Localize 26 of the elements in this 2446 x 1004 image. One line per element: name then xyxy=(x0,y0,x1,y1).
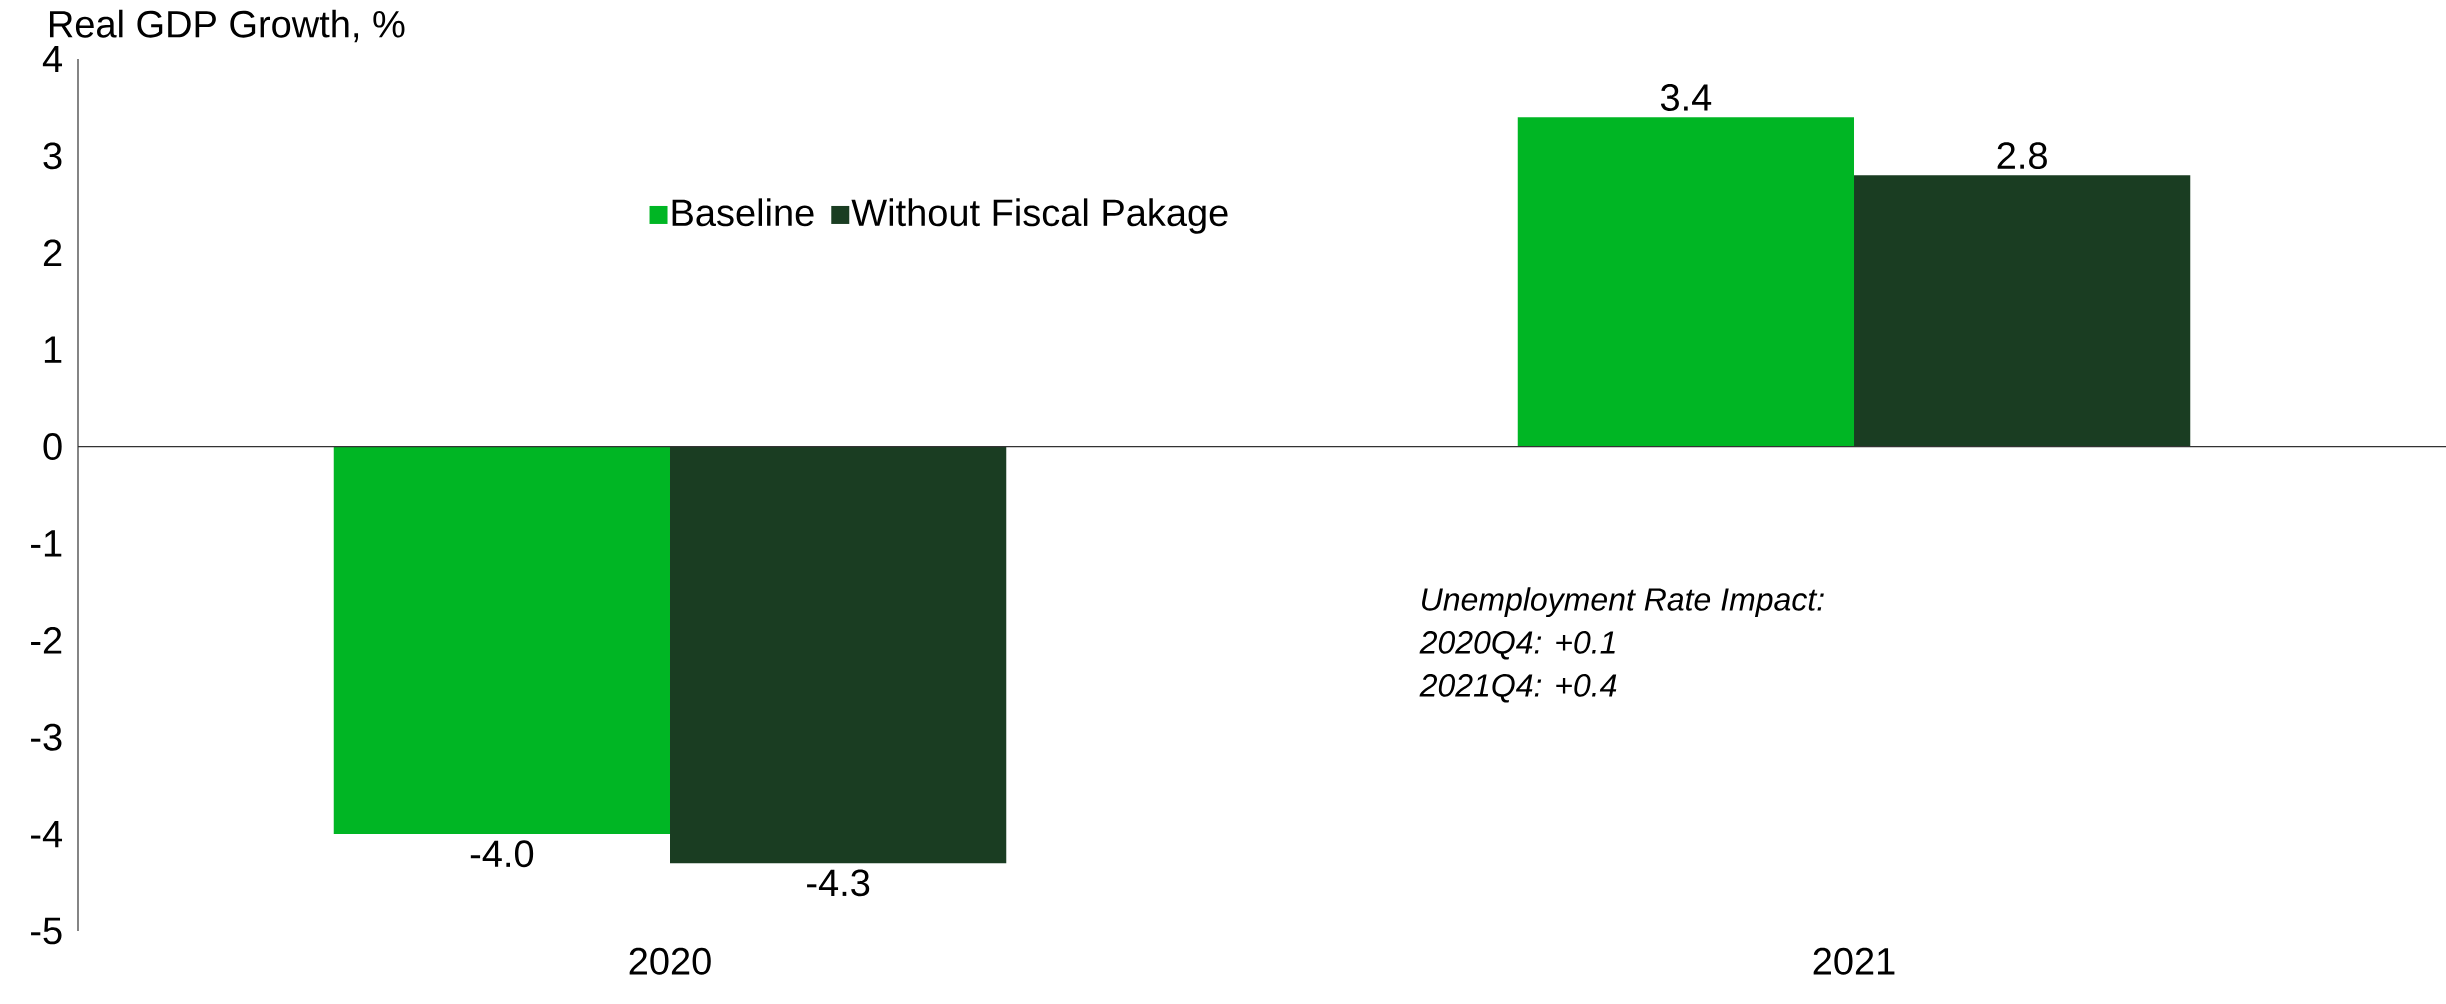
bar xyxy=(1854,175,2191,447)
y-axis-title: Real GDP Growth, % xyxy=(49,9,405,43)
bar xyxy=(1517,117,1855,447)
x-tick-label: 2021 xyxy=(1813,947,1895,975)
y-tick-label: -1 xyxy=(31,530,62,557)
annotation: 2020Q4: +0.1 xyxy=(1419,631,1615,660)
y-tick-label: -3 xyxy=(31,723,62,751)
y-tick-label: -2 xyxy=(31,627,62,654)
y-tick-label: 2 xyxy=(43,239,62,267)
bar xyxy=(333,446,670,835)
y-tick-label: 0 xyxy=(43,433,62,461)
data-label: -4.3 xyxy=(807,869,870,897)
data-label: 2.8 xyxy=(1997,142,2047,170)
bar xyxy=(670,446,1007,864)
annotation: Unemployment Rate Impact: xyxy=(1422,587,1824,618)
legend-label: Without Fiscal Pakage xyxy=(851,198,1228,234)
y-tick-label: -4 xyxy=(31,821,63,848)
legend-label: Baseline xyxy=(672,198,814,227)
y-tick-label: 3 xyxy=(43,142,62,170)
y-tick-label: -5 xyxy=(31,917,62,945)
data-label: -4.0 xyxy=(470,840,534,868)
data-label: 3.4 xyxy=(1660,84,1712,111)
y-tick-label: 4 xyxy=(42,45,63,73)
y-tick-label: 1 xyxy=(44,336,62,363)
annotation: 2021Q4: +0.4 xyxy=(1419,674,1617,703)
x-tick-label: 2020 xyxy=(629,947,711,975)
